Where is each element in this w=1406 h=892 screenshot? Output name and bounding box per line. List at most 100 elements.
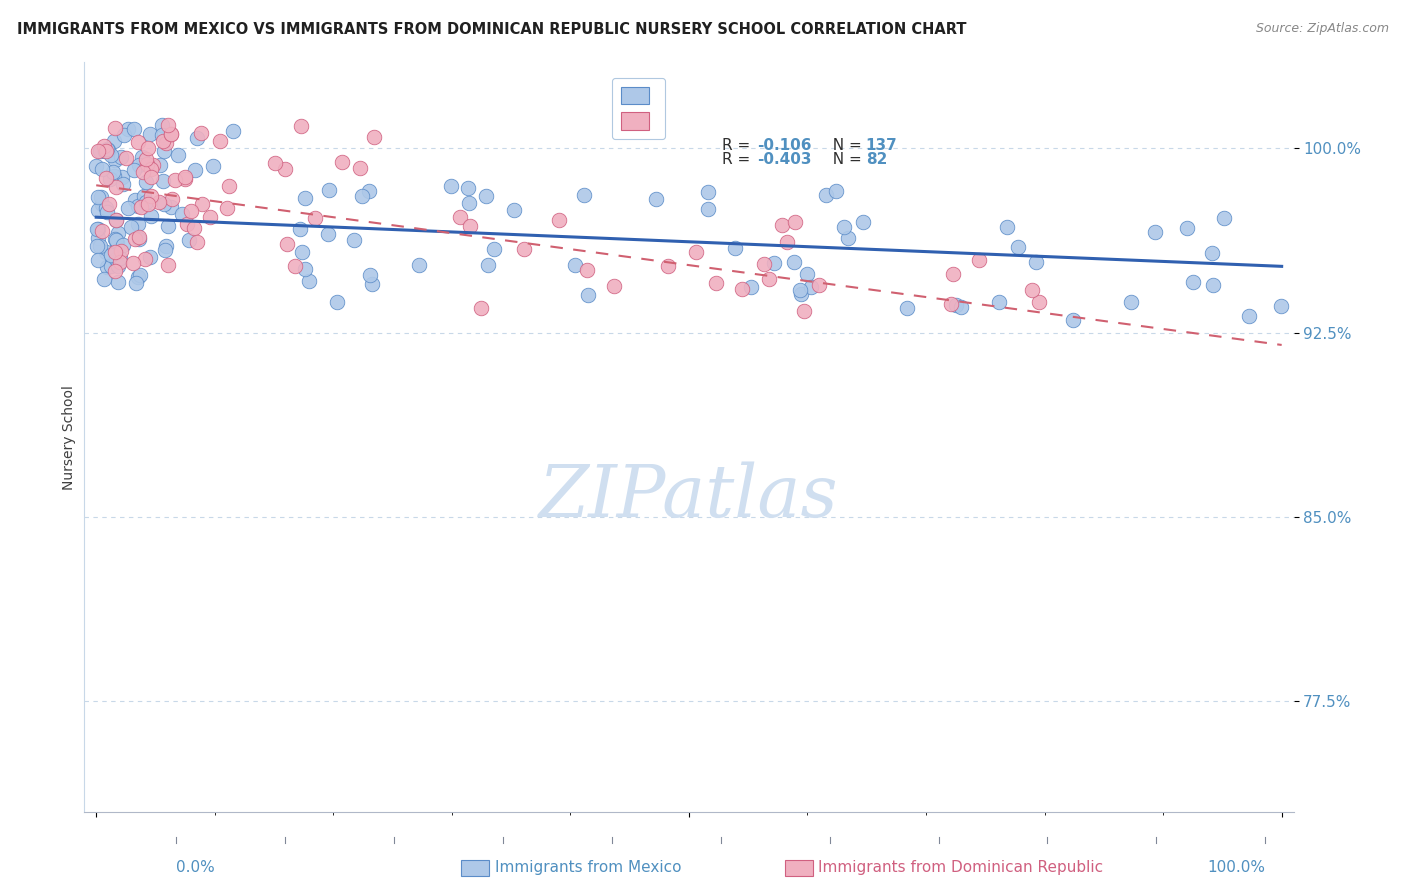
Point [136,157,159,171]
Point [440,179,463,194]
Point [122,256,145,270]
Point [87,221,110,235]
Text: Immigrants from Dominican Republic: Immigrants from Dominican Republic [818,861,1104,875]
Point [503,202,526,217]
Point [124,232,146,246]
Point [93,138,115,153]
Point [1021,283,1043,297]
Text: 82: 82 [866,152,887,167]
Point [110,244,132,258]
Point [86,222,108,236]
Point [770,218,793,232]
Point [942,267,965,281]
Point [128,232,150,246]
Point [458,195,481,210]
Point [105,180,128,194]
Point [93,272,115,286]
Point [290,119,312,133]
Point [475,188,498,202]
Point [96,260,118,274]
Point [796,267,818,281]
Point [132,189,155,203]
Point [86,239,108,253]
Point [776,235,799,249]
Point [135,175,157,189]
Point [603,279,626,293]
Point [217,201,239,215]
Point [125,276,148,290]
Point [105,213,128,227]
Point [129,268,152,283]
Point [139,170,162,185]
Point [470,301,492,315]
Point [108,251,131,265]
Point [1025,255,1047,269]
Point [782,255,804,269]
Point [89,144,111,158]
Point [165,173,187,187]
Text: IMMIGRANTS FROM MEXICO VS IMMIGRANTS FROM DOMINICAN REPUBLIC NURSERY SCHOOL CORR: IMMIGRANTS FROM MEXICO VS IMMIGRANTS FRO… [17,22,966,37]
Point [167,147,190,161]
Point [1062,313,1084,327]
Point [127,217,149,231]
Point [352,188,374,202]
Point [86,202,108,217]
Point [1119,294,1142,309]
Point [155,136,177,150]
Point [160,192,183,206]
Point [101,165,124,179]
Point [127,270,149,285]
Point [117,122,139,136]
Point [291,244,314,259]
Point [89,238,111,252]
Point [87,190,110,204]
Point [94,201,117,215]
Point [100,147,122,161]
Point [1270,299,1292,313]
Point [357,185,380,199]
Point [91,197,114,211]
Point [160,127,183,141]
Point [107,260,129,274]
Point [104,120,127,135]
Point [114,151,136,165]
Point [177,233,200,247]
Point [139,189,162,203]
Text: -0.403: -0.403 [758,152,811,167]
Point [349,161,371,175]
Point [264,155,287,169]
Point [825,184,848,198]
Point [97,196,120,211]
Legend: , : , [612,78,665,139]
Point [122,162,145,177]
Y-axis label: Nursery School: Nursery School [62,384,76,490]
Point [104,212,127,227]
Point [359,268,381,282]
Point [997,219,1019,234]
Point [288,221,311,235]
Point [318,183,340,197]
Point [183,162,205,177]
Point [574,187,596,202]
Point [135,194,157,209]
Point [740,280,762,294]
Point [87,231,110,245]
Point [548,213,571,227]
Point [112,177,135,191]
Point [131,150,153,164]
Point [704,276,727,290]
Point [1028,295,1050,310]
Point [152,174,174,188]
Point [117,202,139,216]
Point [564,258,586,272]
Point [122,121,145,136]
Point [96,171,118,186]
Point [183,220,205,235]
Point [155,243,177,257]
Point [107,235,129,250]
Point [148,194,170,209]
Point [186,235,208,250]
Point [160,201,183,215]
Point [793,304,815,318]
Point [222,124,245,138]
